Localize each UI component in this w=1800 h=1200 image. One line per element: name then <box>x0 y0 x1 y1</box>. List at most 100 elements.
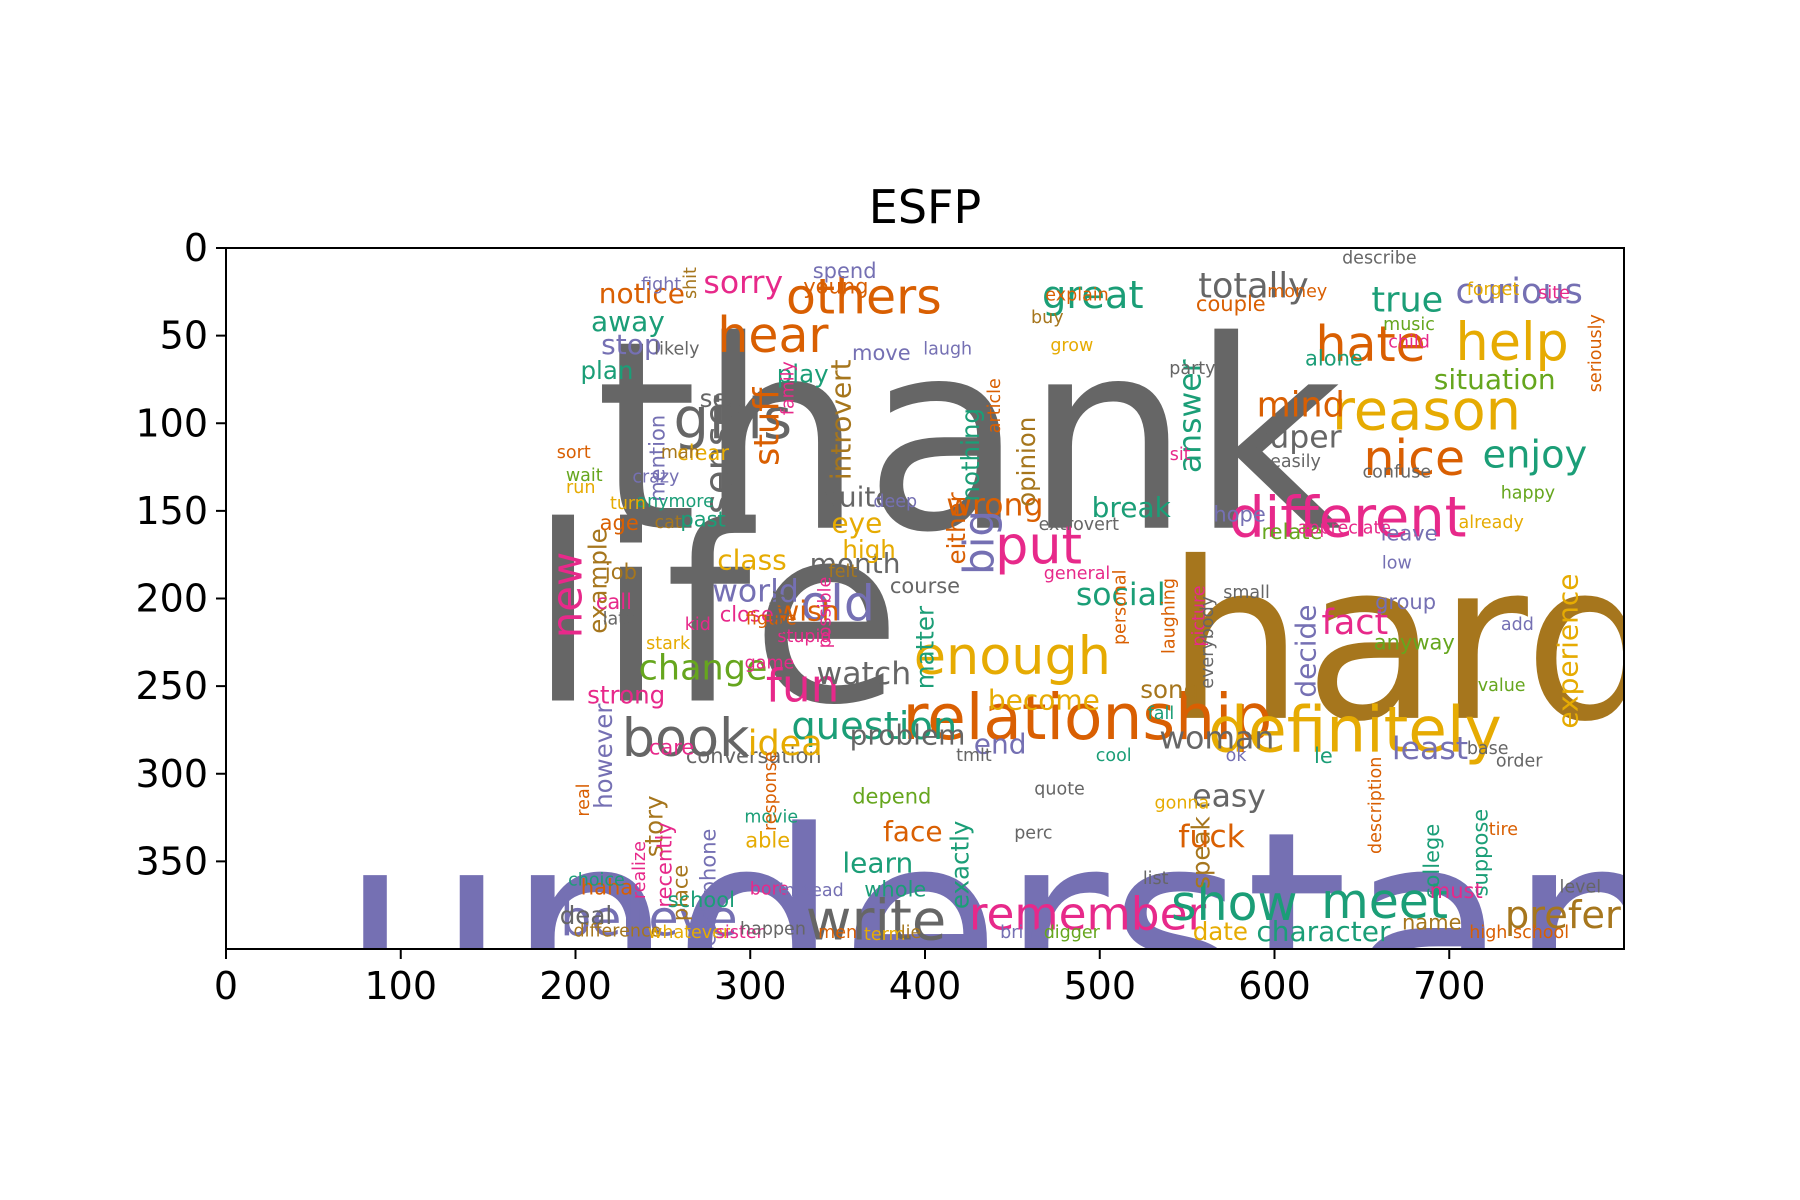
word-world: world <box>712 573 799 609</box>
word-recently: recently <box>653 822 677 907</box>
word-social: social <box>1076 577 1166 613</box>
word-party: party <box>1169 359 1215 379</box>
word-bore: bore <box>750 879 789 899</box>
x-axis: 0 100 200 300 400 500 600 700 <box>214 949 1486 1008</box>
word-family: family <box>779 361 799 415</box>
y-tick-label: 300 <box>135 752 208 796</box>
word-choice: choice <box>568 871 625 891</box>
word-add: add <box>1501 615 1534 635</box>
word-happy: happy <box>1501 483 1555 503</box>
word-quote: quote <box>1034 780 1085 800</box>
y-tick-label: 100 <box>135 401 208 445</box>
word-enjoy: enjoy <box>1482 432 1587 477</box>
word-wrong: wrong <box>946 488 1043 524</box>
word-money: money <box>1267 282 1327 302</box>
word-able: able <box>745 828 790 852</box>
word-notice: notice <box>599 277 685 310</box>
word-realize: realize <box>630 841 650 899</box>
word-list: list <box>1143 869 1169 889</box>
x-tick-label: 400 <box>889 964 962 1008</box>
word-understand: understand <box>341 775 1800 1080</box>
word-men: men <box>818 923 857 943</box>
word-confuse: confuse <box>1363 462 1432 482</box>
word-old: old <box>800 575 875 632</box>
word-introvert: introvert <box>825 359 858 480</box>
word-situation: situation <box>1434 363 1556 396</box>
word-fuck: fuck <box>1178 819 1245 855</box>
word-kid: kid <box>685 615 711 635</box>
word-speak: speak <box>1187 816 1216 889</box>
word-base: base <box>1467 739 1509 759</box>
word-alone: alone <box>1305 346 1363 370</box>
word-job: job <box>604 560 637 584</box>
plot-area <box>226 248 1624 949</box>
x-tick-label: 500 <box>1063 964 1136 1008</box>
word-high: high <box>842 535 895 564</box>
word-explain: explain <box>1045 285 1108 305</box>
word-difference: difference <box>574 921 662 941</box>
y-tick-label: 350 <box>135 839 208 883</box>
word-age: age <box>600 511 639 535</box>
word-group: group <box>1375 590 1436 614</box>
word-close: close <box>720 602 774 626</box>
word-easily: easily <box>1270 452 1321 472</box>
word-true: true <box>1371 281 1443 321</box>
word-least: least <box>1392 731 1468 767</box>
word-lie: lie <box>901 923 922 943</box>
word-hard: hard <box>1166 515 1663 770</box>
word-figure: figure <box>746 610 797 630</box>
x-tick-label: 0 <box>214 964 238 1008</box>
word-conversation: conversation <box>686 744 822 768</box>
word-watch: watch <box>816 656 911 692</box>
word-opinion: opinion <box>1012 417 1041 507</box>
word-high-school: high school <box>1469 923 1569 943</box>
word-sense: sense <box>696 403 741 515</box>
word-others: others <box>786 269 942 326</box>
word-help: help <box>1456 312 1569 373</box>
word-laugh: laugh <box>923 340 972 360</box>
word-fact: fact <box>1322 603 1389 643</box>
word-response: response <box>761 752 781 832</box>
word-experience: experience <box>1552 573 1585 728</box>
word-quite: quite <box>821 480 893 513</box>
word-story: story <box>640 795 669 857</box>
word-describe: describe <box>1342 249 1417 269</box>
word-stuff: stuff <box>748 387 788 466</box>
y-tick-label: 250 <box>135 664 208 708</box>
word-meet: meet <box>1321 873 1448 930</box>
word-man: man <box>661 443 700 463</box>
word-big: big <box>955 510 1004 575</box>
word-matter: matter <box>911 605 940 689</box>
word-sit: sit <box>1170 445 1191 465</box>
word-great: great <box>1042 273 1144 318</box>
word-month: month <box>810 547 901 580</box>
word-child: child <box>1388 333 1430 353</box>
word-sex: sex <box>700 384 742 413</box>
word-mention: mention <box>646 415 670 502</box>
word-clear: clear <box>677 441 729 465</box>
word-send-iphone: send iphone <box>696 829 720 958</box>
word-small: small <box>1223 583 1270 603</box>
word-late: late <box>603 610 636 630</box>
word-reason: reason <box>1332 378 1521 443</box>
word-hope: hope <box>1213 502 1265 526</box>
word-cool: cool <box>1096 746 1132 766</box>
word-site: site <box>1538 284 1570 304</box>
y-tick-label: 150 <box>135 489 208 533</box>
word-picture: picture <box>1189 585 1209 646</box>
y-tick-label: 50 <box>160 314 208 358</box>
word-depend: depend <box>852 785 931 809</box>
word-super: super <box>1253 419 1342 455</box>
word-sister: sister <box>716 923 765 943</box>
x-tick-label: 100 <box>364 964 437 1008</box>
word-enough: enough <box>914 626 1111 687</box>
word-exactly: exactly <box>945 821 974 910</box>
word-girls: girls <box>673 387 792 452</box>
word-example: example <box>584 528 613 633</box>
word-young: young <box>803 275 868 299</box>
word-fun: fun <box>766 660 840 713</box>
word-write: write <box>806 888 947 953</box>
word-cat: cat <box>655 513 682 533</box>
word-likely: likely <box>654 340 699 360</box>
